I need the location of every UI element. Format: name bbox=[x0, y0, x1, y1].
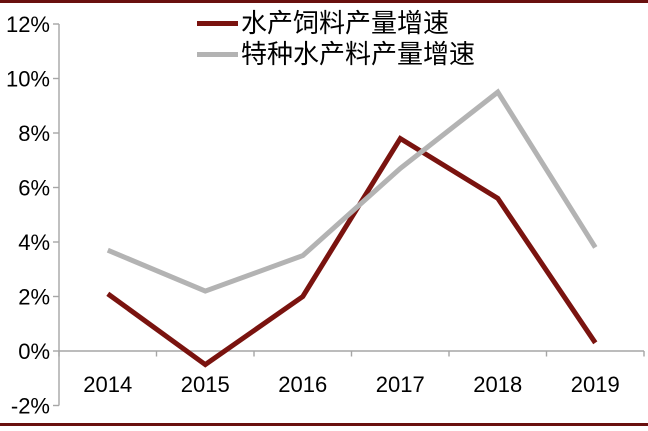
legend: 水产饲料产量增速 特种水产料产量增速 bbox=[197, 8, 475, 70]
x-axis-tick-label: 2016 bbox=[278, 372, 327, 397]
legend-line-swatch-dark-red-icon bbox=[197, 21, 238, 26]
y-axis-tick-label: 0% bbox=[18, 339, 50, 364]
series-line-1 bbox=[106, 88, 598, 294]
x-axis-tick-label: 2015 bbox=[181, 372, 230, 397]
x-axis-tick-label: 2019 bbox=[571, 372, 620, 397]
y-axis-tick-label: 6% bbox=[18, 176, 50, 201]
legend-item-aquatic-feed-growth: 水产饲料产量增速 bbox=[197, 8, 475, 39]
y-axis-tick-label: 8% bbox=[18, 121, 50, 146]
x-axis-tick-label: 2018 bbox=[473, 372, 522, 397]
x-axis-tick-label: 2017 bbox=[376, 372, 425, 397]
y-axis-tick-label: 10% bbox=[6, 67, 50, 92]
legend-line-swatch-gray-icon bbox=[197, 52, 238, 57]
y-axis-tick-label: 12% bbox=[6, 12, 50, 37]
y-axis-tick-label: 4% bbox=[18, 230, 50, 255]
y-axis-tick-label: -2% bbox=[11, 394, 50, 419]
series-line-0 bbox=[106, 135, 598, 368]
legend-item-special-aquatic-feed-growth: 特种水产料产量增速 bbox=[197, 39, 475, 70]
bottom-border-rule bbox=[0, 423, 648, 426]
legend-label-special-aquatic-feed-growth: 特种水产料产量增速 bbox=[241, 39, 476, 69]
x-axis-tick-label: 2014 bbox=[83, 372, 132, 397]
top-border-rule bbox=[0, 0, 648, 3]
legend-label-aquatic-feed-growth: 水产饲料产量增速 bbox=[241, 8, 450, 38]
y-axis-tick-label: 2% bbox=[18, 285, 50, 310]
